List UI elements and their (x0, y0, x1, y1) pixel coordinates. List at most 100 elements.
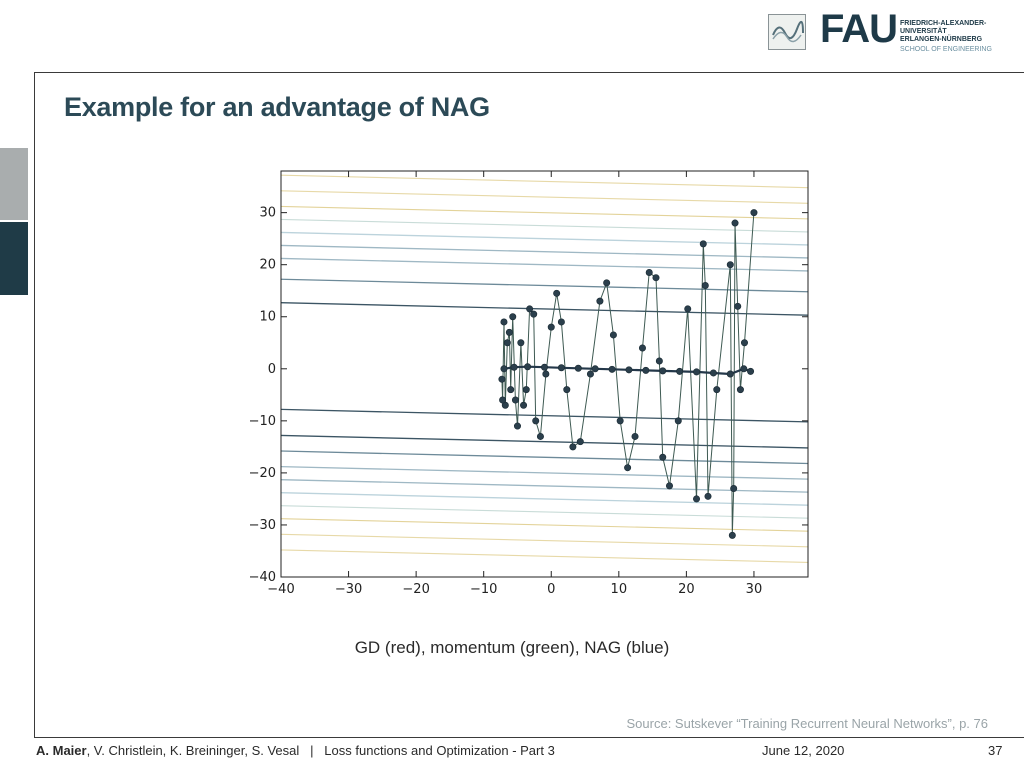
contour-line (281, 257, 808, 272)
contour-line (281, 518, 808, 532)
series-0-point (507, 386, 515, 394)
series-1-point (574, 364, 582, 372)
series-1-point (524, 363, 532, 371)
series-0-point (726, 261, 734, 269)
contour-line (281, 408, 808, 423)
university-name: FRIEDRICH-ALEXANDER- UNIVERSITÄT ERLANGE… (900, 20, 986, 44)
series-0-point (728, 531, 736, 539)
series-0-point (505, 328, 513, 336)
y-tick-label: 0 (268, 362, 276, 377)
series-0-point (596, 297, 604, 305)
contour-line (281, 450, 808, 465)
school-name: SCHOOL OF ENGINEERING (900, 46, 992, 53)
series-1-point (693, 368, 701, 376)
series-0-point (542, 370, 550, 378)
y-tick-label: −10 (249, 414, 276, 429)
x-tick-label: −40 (267, 582, 294, 597)
series-0-point (730, 485, 738, 493)
series-0-point (557, 318, 565, 326)
contour-line (281, 302, 808, 316)
figure-caption: GD (red), momentum (green), NAG (blue) (354, 638, 670, 657)
university-line-1: FRIEDRICH-ALEXANDER- (900, 20, 987, 27)
left-rule (34, 72, 35, 738)
contour-line (281, 190, 808, 204)
series-0-point (503, 339, 511, 347)
side-tab-active[interactable] (0, 222, 28, 295)
x-tick-label: 10 (611, 582, 628, 597)
x-tick-label: −10 (470, 582, 497, 597)
series-1-point (676, 367, 684, 375)
fau-logo: FAU (820, 7, 898, 51)
series-1-point (591, 365, 599, 373)
contour-line (281, 549, 808, 563)
series-0-point (704, 492, 712, 500)
series-0-point (500, 318, 508, 326)
contour-line (281, 492, 808, 506)
series-0-point (576, 438, 584, 446)
series-0-point (684, 305, 692, 313)
series-0-point (499, 396, 507, 404)
series-1-point (659, 367, 667, 375)
series-0-point (569, 443, 577, 451)
y-tick-label: 30 (259, 206, 276, 221)
series-0-point (530, 310, 538, 318)
x-tick-label: 30 (746, 582, 763, 597)
series-0-point (631, 432, 639, 440)
series-0-point (509, 313, 517, 321)
contour-line (281, 218, 808, 233)
series-0-point (713, 386, 721, 394)
x-tick-label: 20 (678, 582, 695, 597)
contour-line (281, 466, 808, 480)
contour-line (281, 174, 808, 189)
series-0-point (624, 464, 632, 472)
series-0-point (513, 422, 521, 430)
series-0-point (665, 482, 673, 490)
series-0-point (731, 219, 739, 227)
contour-line (281, 278, 808, 293)
series-0-point (655, 357, 663, 365)
series-1-point (557, 364, 565, 372)
series-0-point (674, 417, 682, 425)
series-0-point (498, 375, 506, 383)
contour-line (281, 434, 808, 449)
series-1-point (540, 363, 548, 371)
x-tick-label: 0 (547, 582, 555, 597)
footer: A. Maier, V. Christlein, K. Breininger, … (36, 743, 1006, 758)
y-tick-label: −30 (249, 518, 276, 533)
series-0-point (736, 386, 744, 394)
lead-author: A. Maier (36, 743, 87, 758)
side-tab-inactive[interactable] (0, 148, 28, 220)
page-number: 37 (988, 743, 1003, 758)
y-tick-label: −20 (249, 466, 276, 481)
series-1-point (608, 365, 616, 373)
series-0-point (520, 401, 528, 409)
bottom-rule (34, 737, 1024, 738)
series-0-point (734, 302, 742, 310)
series-1-point (747, 367, 755, 375)
series-0-point (517, 339, 525, 347)
top-rule (34, 72, 1024, 73)
series-0-point (740, 339, 748, 347)
contour-line (281, 231, 808, 246)
faculty-emblem-icon (768, 14, 806, 50)
series-0-point (536, 432, 544, 440)
series-0-point (563, 386, 571, 394)
series-0-point (532, 417, 540, 425)
series-0-point (659, 453, 667, 461)
footer-authors-lecture: , V. Christlein, K. Breininger, S. Vesal… (86, 743, 555, 758)
slide-title: Example for an advantage of NAG (64, 92, 490, 122)
series-1-point (625, 366, 633, 374)
contour-line (281, 533, 808, 548)
series-1-point (740, 365, 748, 373)
x-tick-label: −30 (335, 582, 362, 597)
series-0-point (645, 269, 653, 277)
footer-date: June 12, 2020 (762, 743, 845, 758)
optimization-chart: −40 −30 −20 −10 0 10 20 30 30 20 10 0 −10 −20 −30 −40 (249, 170, 809, 597)
y-tick-label: 10 (259, 310, 276, 325)
series-0-point (603, 279, 611, 287)
series-1-point (726, 370, 734, 378)
series-0-point (652, 274, 660, 282)
contour-line (281, 505, 808, 519)
contour-line (281, 244, 808, 259)
series-1-point (500, 365, 508, 373)
